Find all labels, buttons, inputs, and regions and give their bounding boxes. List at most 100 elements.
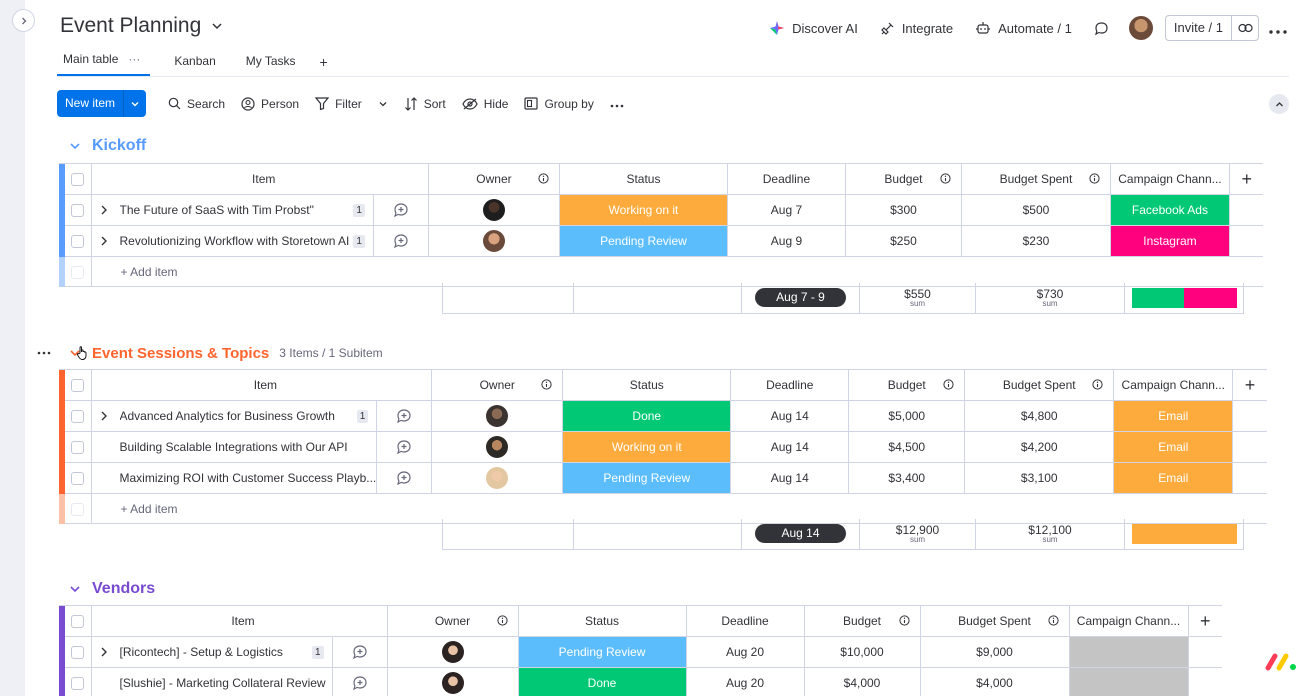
deadline-range-pill[interactable]: Aug 14 xyxy=(755,524,846,544)
campaign-channel-cell[interactable]: Email xyxy=(1113,462,1234,494)
column-header-budget-spent[interactable]: Budget Spent xyxy=(961,163,1111,195)
owner-avatar[interactable] xyxy=(482,199,505,221)
add-column-button[interactable]: + xyxy=(1232,369,1267,401)
column-header-budget[interactable]: Budget xyxy=(804,605,921,637)
info-icon[interactable] xyxy=(940,173,951,187)
board-more-menu-button[interactable] xyxy=(1265,18,1291,39)
deadline-cell[interactable]: Aug 14 xyxy=(730,462,850,494)
column-header-status[interactable]: Status xyxy=(559,163,728,195)
add-item-input[interactable]: + Add item xyxy=(91,256,1264,287)
channel-distribution-bar[interactable] xyxy=(1131,523,1237,544)
hide-button[interactable]: Hide xyxy=(454,90,517,117)
checkbox[interactable] xyxy=(71,173,85,187)
row-checkbox-cell[interactable] xyxy=(65,636,92,668)
checkbox[interactable] xyxy=(71,615,85,629)
table-row[interactable]: [Ricontech] - Setup & Logistics 1 Pendin… xyxy=(59,636,1222,668)
select-all-checkbox-cell[interactable] xyxy=(65,163,92,195)
column-header-status[interactable]: Status xyxy=(562,369,732,401)
add-update-icon[interactable] xyxy=(372,226,427,256)
owner-avatar[interactable] xyxy=(486,467,509,489)
automate-button[interactable]: Automate / 1 xyxy=(967,14,1080,42)
owner-avatar[interactable] xyxy=(441,641,464,663)
campaign-channel-cell[interactable]: Email xyxy=(1113,431,1234,463)
column-header-owner[interactable]: Owner xyxy=(431,369,564,401)
checkbox[interactable] xyxy=(71,410,85,424)
expand-subitems-icon[interactable] xyxy=(100,205,120,215)
expand-sidebar-button[interactable] xyxy=(12,9,35,32)
checkbox[interactable] xyxy=(71,646,85,660)
integrate-button[interactable]: Integrate xyxy=(872,14,961,42)
new-item-dropdown[interactable] xyxy=(123,90,146,117)
owner-avatar[interactable] xyxy=(482,230,505,252)
channel-distribution-bar[interactable] xyxy=(1131,287,1237,308)
add-update-icon[interactable] xyxy=(376,463,431,493)
column-header-deadline[interactable]: Deadline xyxy=(730,369,850,401)
column-header-budget[interactable]: Budget xyxy=(848,369,966,401)
filter-button[interactable]: Filter xyxy=(307,90,396,117)
budget-cell[interactable]: $3,400 xyxy=(848,462,966,494)
group-title[interactable]: Kickoff xyxy=(92,137,147,154)
item-cell[interactable]: Maximizing ROI with Customer Success Pla… xyxy=(91,462,433,494)
budget-spent-cell[interactable]: $3,100 xyxy=(964,462,1115,494)
tab-main-table[interactable]: Main table ··· xyxy=(57,52,151,76)
deadline-cell[interactable]: Aug 20 xyxy=(686,667,805,696)
owner-cell[interactable] xyxy=(428,225,560,257)
owner-avatar[interactable] xyxy=(486,405,509,427)
info-icon[interactable] xyxy=(541,379,552,393)
item-name[interactable]: The Future of SaaS with Tim Probst" xyxy=(119,203,314,217)
status-cell[interactable]: Pending Review xyxy=(518,636,687,668)
column-header-deadline[interactable]: Deadline xyxy=(686,605,805,637)
deadline-cell[interactable]: Aug 14 xyxy=(730,400,850,432)
checkbox[interactable] xyxy=(71,235,85,249)
status-cell[interactable]: Pending Review xyxy=(562,462,732,494)
add-update-icon[interactable] xyxy=(376,401,431,431)
status-cell[interactable]: Done xyxy=(562,400,732,432)
status-cell[interactable]: Working on it xyxy=(562,431,732,463)
updates-button[interactable] xyxy=(1086,14,1117,42)
item-cell[interactable]: [Ricontech] - Setup & Logistics 1 xyxy=(91,636,388,668)
checkbox[interactable] xyxy=(71,677,85,691)
item-name[interactable]: [Slushie] - Marketing Collateral Review xyxy=(119,676,326,690)
row-checkbox-cell[interactable] xyxy=(65,431,92,463)
column-header-owner[interactable]: Owner xyxy=(428,163,560,195)
add-column-button[interactable]: + xyxy=(1188,605,1222,637)
group-title[interactable]: Vendors xyxy=(92,580,156,597)
add-update-icon[interactable] xyxy=(376,432,431,462)
copy-link-button[interactable] xyxy=(1232,23,1258,33)
owner-cell[interactable] xyxy=(431,431,564,463)
item-cell[interactable]: [Slushie] - Marketing Collateral Review xyxy=(91,667,388,696)
item-name[interactable]: [Ricontech] - Setup & Logistics xyxy=(119,645,283,659)
campaign-channel-cell[interactable] xyxy=(1069,667,1189,696)
status-cell[interactable]: Pending Review xyxy=(559,225,728,257)
table-row[interactable]: Advanced Analytics for Business Growth 1… xyxy=(59,400,1267,432)
column-header-campaign-channel[interactable]: Campaign Chann... xyxy=(1110,163,1230,195)
item-name[interactable]: Building Scalable Integrations with Our … xyxy=(119,440,348,454)
group-menu-button[interactable] xyxy=(37,341,51,365)
budget-cell[interactable]: $5,000 xyxy=(848,400,966,432)
column-header-budget-spent[interactable]: Budget Spent xyxy=(964,369,1115,401)
status-cell[interactable]: Working on it xyxy=(559,194,728,226)
deadline-cell[interactable]: Aug 7 xyxy=(727,194,846,226)
owner-cell[interactable] xyxy=(431,400,564,432)
add-update-icon[interactable] xyxy=(372,195,427,225)
add-column-button[interactable]: + xyxy=(1229,163,1264,195)
item-name[interactable]: Revolutionizing Workflow with Storetown … xyxy=(119,234,350,248)
budget-cell[interactable]: $4,500 xyxy=(848,431,966,463)
owner-avatar[interactable] xyxy=(486,436,509,458)
expand-subitems-icon[interactable] xyxy=(100,647,120,657)
campaign-channel-cell[interactable]: Instagram xyxy=(1110,225,1230,257)
column-header-item[interactable]: Item xyxy=(91,605,388,637)
column-header-budget-spent[interactable]: Budget Spent xyxy=(920,605,1070,637)
item-cell[interactable]: Building Scalable Integrations with Our … xyxy=(91,431,433,463)
owner-cell[interactable] xyxy=(428,194,560,226)
column-header-budget[interactable]: Budget xyxy=(845,163,962,195)
sort-button[interactable]: Sort xyxy=(396,90,454,117)
budget-cell[interactable]: $10,000 xyxy=(804,636,921,668)
item-cell[interactable]: Advanced Analytics for Business Growth 1 xyxy=(91,400,433,432)
table-row[interactable]: [Slushie] - Marketing Collateral Review … xyxy=(59,667,1222,696)
select-all-checkbox-cell[interactable] xyxy=(65,605,92,637)
budget-cell[interactable]: $300 xyxy=(845,194,962,226)
add-update-icon[interactable] xyxy=(331,637,387,667)
budget-cell[interactable]: $250 xyxy=(845,225,962,257)
info-icon[interactable] xyxy=(1089,173,1100,187)
